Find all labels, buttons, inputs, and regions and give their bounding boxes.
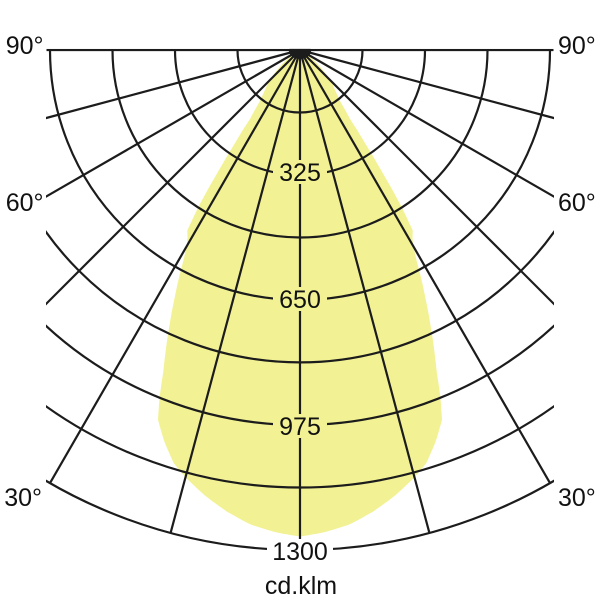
ring-label-bg-1300 — [267, 539, 333, 563]
unit-label: cd.klm — [265, 572, 337, 600]
angle-label-90-right: 90° — [558, 32, 596, 60]
ring-label-bg-975 — [273, 414, 327, 438]
ring-label-1300: 1300 — [272, 538, 328, 566]
ring-label-bg-325 — [273, 160, 327, 184]
grid-radial-30 — [299, 49, 551, 484]
ring-label-650: 650 — [279, 286, 321, 314]
angle-label-60-left: 60° — [6, 189, 44, 217]
grid-radial-15 — [169, 49, 302, 534]
angle-label-30-right: 30° — [558, 484, 596, 512]
grid-radial-45 — [46, 49, 301, 306]
ring-label-bg-650 — [273, 287, 327, 311]
angle-label-90-left: 90° — [6, 32, 44, 60]
origin-dot — [289, 48, 311, 59]
angle-label-30-left: 30° — [4, 484, 42, 512]
grid-radial-30 — [49, 49, 301, 484]
grid-radial-15 — [298, 49, 431, 534]
grid-radial-45 — [299, 49, 554, 306]
ring-label-325: 325 — [279, 159, 321, 187]
ring-label-975: 975 — [279, 413, 321, 441]
angle-label-60-right: 60° — [558, 189, 596, 217]
ring-labels: 325 650 975 1300 — [267, 159, 333, 566]
grid-radial-75 — [299, 48, 554, 120]
grid-radial-75 — [46, 48, 301, 120]
grid-radial-60 — [46, 49, 301, 198]
angle-labels: 90° 90° 60° 60° 30° 30° — [4, 32, 596, 512]
grid-radial-60 — [299, 49, 554, 198]
